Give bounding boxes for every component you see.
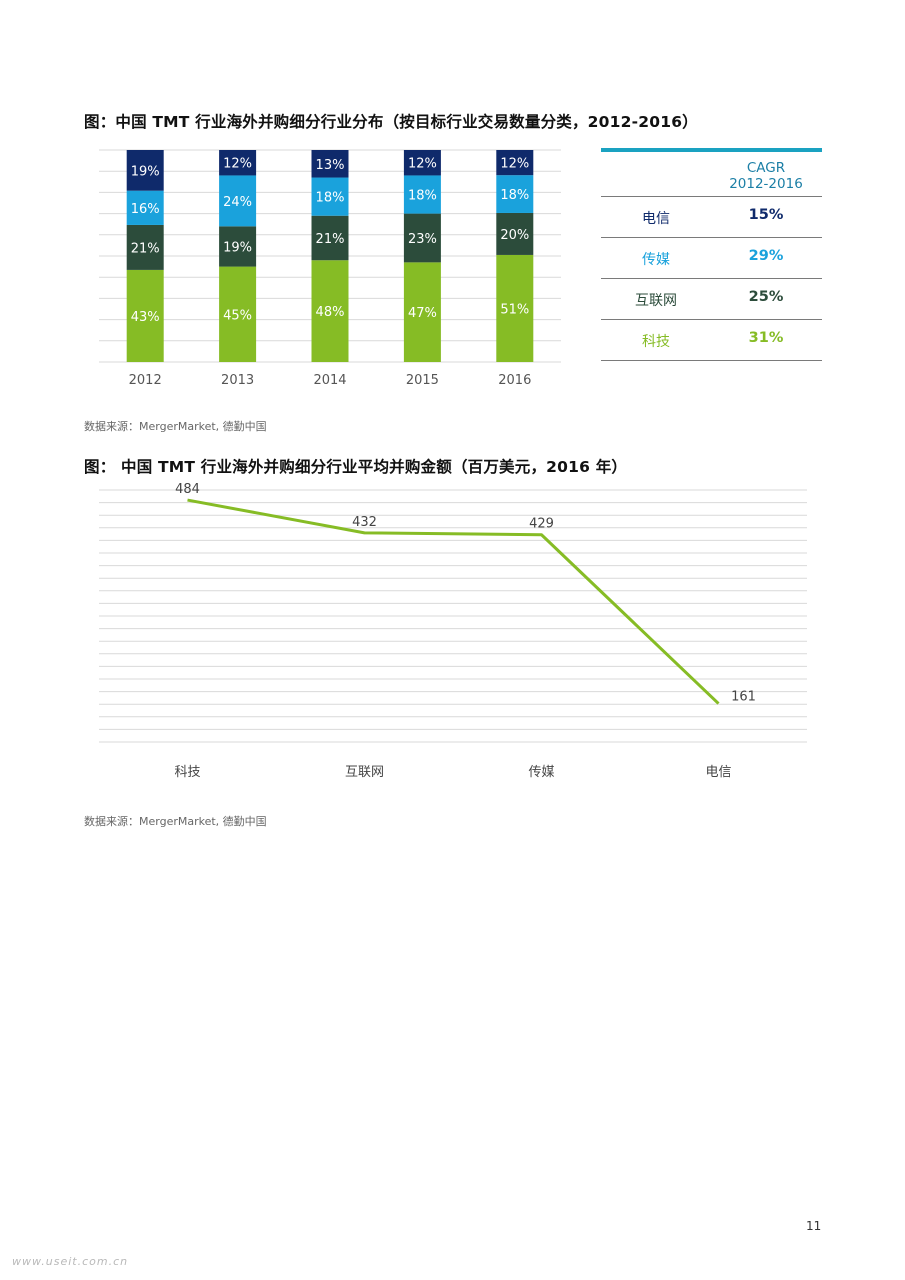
cagr-row-telecom: 电信 15%	[601, 196, 822, 237]
bar-data-label: 18%	[316, 191, 345, 206]
x-tick-label: 传媒	[528, 765, 554, 780]
bar-segment	[496, 175, 534, 213]
bar-segment	[311, 215, 349, 261]
bar-segment	[311, 150, 349, 178]
bar-data-label: 48%	[316, 305, 345, 320]
bar-segment	[496, 212, 534, 255]
cagr-row-value: 31%	[748, 330, 784, 346]
line-data-label: 432	[352, 515, 377, 530]
bar-segment	[126, 190, 164, 225]
line-data-label: 484	[175, 482, 200, 497]
bar-segment	[403, 150, 441, 176]
x-tick-label: 电信	[705, 765, 731, 780]
x-tick-label: 2012	[129, 373, 162, 388]
cagr-row-value: 25%	[748, 289, 784, 305]
bar-segment	[403, 175, 441, 214]
bar-data-label: 45%	[223, 308, 252, 323]
bar-segment	[219, 150, 257, 176]
line-chart: 484 科技 432 互联网 429 传媒 161 电信	[99, 482, 807, 780]
bar-data-label: 13%	[316, 158, 345, 173]
bar-data-label: 19%	[131, 164, 160, 179]
bar-data-label: 24%	[223, 195, 252, 210]
x-tick-label: 2016	[498, 373, 531, 388]
bar-data-label: 43%	[131, 310, 160, 325]
figure1-title: 图：中国 TMT 行业海外并购细分行业分布（按目标行业交易数量分类，2012-2…	[84, 113, 698, 131]
cagr-row-name: 电信	[642, 211, 670, 227]
series-line	[187, 498, 720, 705]
line-data-label: 429	[529, 517, 554, 532]
cagr-table-header: CAGR 2012-2016	[601, 152, 822, 196]
cagr-row-internet: 互联网 25%	[601, 278, 822, 319]
bar-segment	[126, 224, 164, 270]
figure2-title: 图： 中国 TMT 行业海外并购细分行业平均并购金额（百万美元，2016 年）	[84, 458, 628, 476]
bar-segment	[311, 177, 349, 216]
line-data-label: 161	[731, 690, 756, 705]
bar-segment	[219, 266, 257, 362]
stacked-bar-chart: 43% 21% 16% 19% 2012 45% 19% 24% 12% 2013 48% 21% 18…	[99, 149, 561, 388]
page-number: 11	[806, 1219, 822, 1233]
x-tick-label: 科技	[174, 765, 200, 780]
bar-data-label: 12%	[223, 157, 252, 172]
cagr-row-value: 15%	[748, 207, 784, 223]
x-tick-label: 2014	[313, 373, 346, 388]
bar-data-label: 51%	[500, 302, 529, 317]
cagr-row-value: 29%	[748, 248, 784, 264]
cagr-header-label: CAGR	[746, 160, 786, 176]
bar-segment	[496, 254, 534, 362]
cagr-row-name: 科技	[642, 334, 670, 350]
bar-segment	[126, 269, 164, 362]
cagr-row-name: 传媒	[642, 252, 670, 268]
x-tick-label: 互联网	[345, 765, 384, 780]
bar-segment	[219, 175, 257, 227]
figure1-source: 数据来源：MergerMarket, 德勤中国	[84, 420, 267, 433]
bar-data-label: 19%	[223, 240, 252, 255]
bar-data-label: 16%	[131, 202, 160, 217]
bar-segment	[403, 262, 441, 362]
cagr-row-media: 传媒 29%	[601, 237, 822, 278]
bar-segment	[311, 260, 349, 362]
bar-data-label: 18%	[408, 189, 437, 204]
x-tick-label: 2015	[406, 373, 439, 388]
bar-data-label: 21%	[131, 241, 160, 256]
cagr-row-tech: 科技 31%	[601, 319, 822, 361]
bar-data-label: 12%	[408, 157, 437, 172]
figure2-source: 数据来源：MergerMarket, 德勤中国	[84, 815, 267, 828]
x-tick-label: 2013	[221, 373, 254, 388]
cagr-table: CAGR 2012-2016 电信 15% 传媒 29% 互联网 25% 科技 …	[601, 148, 822, 361]
cagr-header-period: 2012-2016	[729, 176, 803, 192]
bar-data-label: 47%	[408, 306, 437, 321]
bar-segment	[403, 213, 441, 263]
bar-data-label: 20%	[500, 228, 529, 243]
bar-data-label: 21%	[316, 232, 345, 247]
bar-data-label: 12%	[500, 157, 529, 172]
watermark: www.useit.com.cn	[12, 1255, 129, 1268]
bar-data-label: 23%	[408, 232, 437, 247]
bar-data-label: 18%	[500, 188, 529, 203]
bar-segment	[219, 226, 257, 267]
bar-segment	[496, 150, 534, 176]
bar-segment	[126, 150, 164, 191]
cagr-row-name: 互联网	[635, 293, 677, 309]
